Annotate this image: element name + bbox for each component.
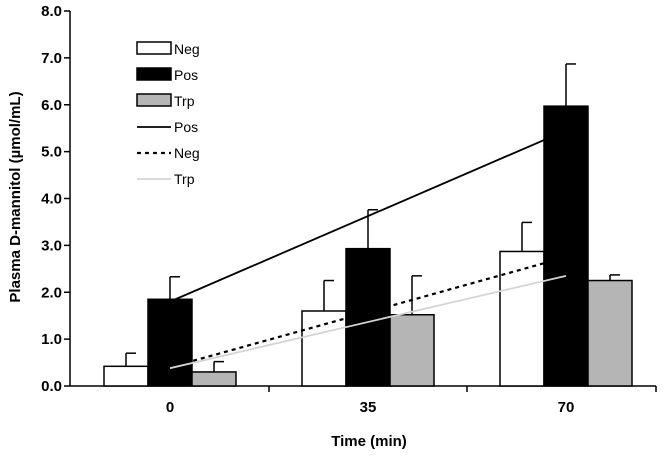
legend-swatch-neg: [136, 41, 172, 55]
y-tick-label: 6.0: [41, 97, 62, 114]
x-tick-label: 0: [166, 399, 174, 416]
legend-label-neg: Neg: [174, 41, 200, 57]
plot-area: 0.0 1.0 2.0 3.0 4.0 5.0 6.0 7.0 8.0 0 35 70 Neg Pos Tr…: [41, 3, 657, 416]
legend-label-trp: Trp: [174, 93, 195, 109]
bar-trp: [587, 279, 633, 387]
bar-neg: [499, 250, 545, 387]
legend-label-pos: Pos: [174, 67, 198, 83]
legend-label-trp: Trp: [174, 171, 195, 187]
y-axis-title: Plasma D-mannitol (µmol/mL): [7, 91, 24, 302]
y-tick-label: 0.0: [41, 378, 62, 395]
y-tick-label: 3.0: [41, 237, 62, 254]
bar-pos: [543, 105, 589, 387]
x-axis-title: Time (min): [331, 433, 407, 450]
legend-swatch-pos: [136, 67, 172, 81]
y-tick-label: 2.0: [41, 284, 62, 301]
trend-line-trp: [169, 274, 567, 370]
legend-label-neg: Neg: [174, 145, 200, 161]
bar-pos: [147, 298, 193, 387]
y-tick-label: 7.0: [41, 50, 62, 67]
bar-trp: [389, 314, 435, 387]
y-tick-label: 5.0: [41, 144, 62, 161]
legend-swatch-trp: [136, 93, 172, 107]
bar-pos: [345, 247, 391, 387]
bar-trp: [191, 371, 237, 387]
x-tick-label: 70: [558, 399, 575, 416]
y-tick-label: 4.0: [41, 191, 62, 208]
trend-line-pos: [169, 129, 567, 303]
x-tick-label: 35: [360, 399, 377, 416]
legend-label-pos: Pos: [174, 119, 198, 135]
bar-neg: [301, 310, 347, 387]
bar-neg: [103, 365, 149, 387]
y-tick-label: 1.0: [41, 331, 62, 348]
y-tick-label: 8.0: [41, 3, 62, 20]
